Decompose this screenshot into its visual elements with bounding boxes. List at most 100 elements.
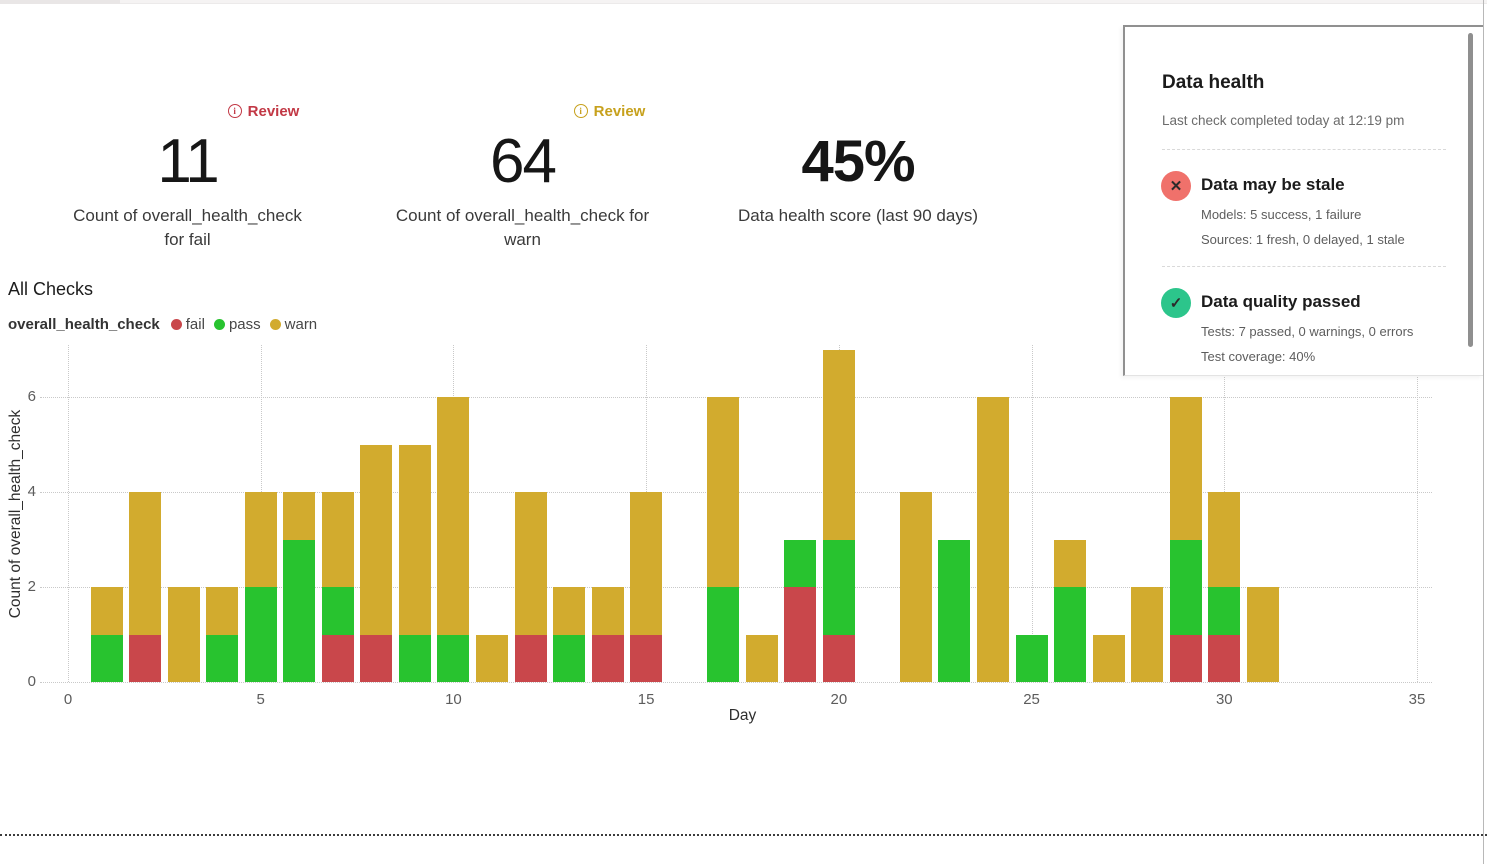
x-tick-label: 0 <box>63 691 73 708</box>
bar-segment-warn-day-2[interactable] <box>129 492 162 635</box>
x-tick-label: 35 <box>1408 691 1426 708</box>
bar-segment-pass-day-7[interactable] <box>321 587 354 635</box>
review-badge-label: Review <box>247 102 300 120</box>
panel-section-detail: Tests: 7 passed, 0 warnings, 0 errors <box>1201 324 1414 339</box>
bar-segment-warn-day-4[interactable] <box>206 587 239 635</box>
review-badge-warn[interactable]: i Review <box>462 101 757 121</box>
x-axis-title: Day <box>728 707 757 724</box>
bar-segment-warn-day-1[interactable] <box>90 587 123 635</box>
bar-segment-fail-day-30[interactable] <box>1208 634 1241 682</box>
panel-scrollbar-thumb[interactable] <box>1468 33 1473 347</box>
bar-segment-pass-day-6[interactable] <box>283 539 316 682</box>
bar-segment-warn-day-6[interactable] <box>283 492 316 540</box>
gridline-vertical <box>1031 345 1033 682</box>
gridline-vertical <box>68 345 69 682</box>
bar-segment-fail-day-7[interactable] <box>321 634 354 682</box>
bar-segment-pass-day-5[interactable] <box>244 587 277 682</box>
bar-segment-warn-day-10[interactable] <box>437 397 470 635</box>
bar-segment-pass-day-23[interactable] <box>938 539 971 682</box>
gridline-vertical <box>1417 345 1418 682</box>
y-tick-label: 4 <box>27 483 36 500</box>
bar-segment-warn-day-8[interactable] <box>360 444 393 635</box>
bar-segment-warn-day-27[interactable] <box>1092 634 1125 682</box>
bar-segment-warn-day-24[interactable] <box>977 397 1010 682</box>
bar-segment-pass-day-30[interactable] <box>1208 587 1241 635</box>
check-circle-icon: ✓ <box>1161 288 1191 318</box>
x-tick-label: 15 <box>637 691 655 708</box>
window-right-border <box>1483 0 1484 864</box>
x-tick-label: 25 <box>1023 691 1040 708</box>
metric-fail-count: i Review 11 Count of overall_health_chec… <box>40 101 335 252</box>
bar-segment-warn-day-13[interactable] <box>553 587 586 635</box>
bar-segment-fail-day-2[interactable] <box>129 634 162 682</box>
bar-segment-warn-day-14[interactable] <box>591 587 624 635</box>
bar-segment-warn-day-15[interactable] <box>630 492 663 635</box>
info-icon: i <box>573 104 588 118</box>
bar-segment-pass-day-29[interactable] <box>1169 539 1202 635</box>
fail-color-dot-icon <box>170 319 182 330</box>
bar-segment-pass-day-25[interactable] <box>1015 634 1048 682</box>
bar-segment-warn-day-29[interactable] <box>1169 397 1202 540</box>
bar-segment-fail-day-8[interactable] <box>360 634 393 682</box>
legend-series-name: overall_health_check <box>8 316 160 333</box>
y-tick-label: 2 <box>27 578 36 595</box>
bar-segment-pass-day-1[interactable] <box>90 634 123 682</box>
pass-color-dot-icon <box>213 319 225 330</box>
bar-segment-fail-day-19[interactable] <box>784 587 817 682</box>
bar-segment-pass-day-19[interactable] <box>784 539 817 587</box>
panel-section-title: Data quality passed <box>1201 292 1361 311</box>
bar-segment-warn-day-11[interactable] <box>475 634 508 682</box>
info-icon: i <box>227 104 242 118</box>
panel-section-detail: Test coverage: 40% <box>1201 349 1316 364</box>
bar-segment-fail-day-15[interactable] <box>630 634 663 682</box>
legend-item-fail[interactable]: fail <box>170 316 205 333</box>
bar-segment-warn-day-3[interactable] <box>167 587 200 682</box>
bar-segment-warn-day-22[interactable] <box>899 492 932 682</box>
bar-segment-warn-day-26[interactable] <box>1054 539 1087 587</box>
chart-legend: overall_health_check fail pass warn <box>8 316 317 333</box>
x-tick-label: 20 <box>830 691 848 708</box>
legend-item-pass[interactable]: pass <box>213 316 261 333</box>
bar-segment-fail-day-29[interactable] <box>1169 634 1202 682</box>
bar-segment-pass-day-20[interactable] <box>822 539 855 635</box>
legend-item-warn[interactable]: warn <box>269 316 317 333</box>
stacked-bar-chart: Day Count of overall_health_check 0 5 10 15… <box>0 345 1487 724</box>
bar-segment-warn-day-28[interactable] <box>1131 587 1164 682</box>
warn-color-dot-icon <box>269 319 281 330</box>
chart-title: All Checks <box>8 279 94 299</box>
bar-segment-warn-day-20[interactable] <box>822 349 855 540</box>
bar-segment-pass-day-10[interactable] <box>437 634 470 682</box>
bar-segment-pass-day-13[interactable] <box>553 634 586 682</box>
bar-segment-warn-day-17[interactable] <box>707 397 740 587</box>
bar-segment-fail-day-12[interactable] <box>514 634 547 682</box>
bar-segment-warn-day-18[interactable] <box>745 634 778 682</box>
x-circle-icon: ✕ <box>1161 171 1191 201</box>
bar-segment-fail-day-14[interactable] <box>591 634 624 682</box>
panel-section-title: Data may be stale <box>1201 175 1345 194</box>
review-badge-label: Review <box>593 102 646 120</box>
review-badge-fail[interactable]: i Review <box>116 101 411 121</box>
x-tick-label: 30 <box>1215 691 1233 708</box>
bar-segment-warn-day-9[interactable] <box>398 444 431 635</box>
y-tick-label: 6 <box>27 388 36 405</box>
bar-segment-pass-day-9[interactable] <box>398 634 431 682</box>
bar-segment-pass-day-4[interactable] <box>206 634 239 682</box>
metric-value: 11 <box>157 127 219 196</box>
metric-value: 64 <box>490 127 557 196</box>
bar-segment-warn-day-7[interactable] <box>321 492 354 587</box>
bar-segment-pass-day-17[interactable] <box>707 587 740 682</box>
panel-section-detail: Models: 5 success, 1 failure <box>1201 207 1362 222</box>
metric-warn-count: i Review 64 Count of overall_health_chec… <box>375 101 670 252</box>
gridline-horizontal <box>40 682 1432 683</box>
metric-label: Data health score (last 90 days) <box>737 206 978 225</box>
y-tick-label: 0 <box>27 673 36 690</box>
bar-segment-warn-day-12[interactable] <box>514 492 547 635</box>
bar-segment-warn-day-30[interactable] <box>1208 492 1241 587</box>
bar-segment-fail-day-20[interactable] <box>822 634 855 682</box>
bar-segment-warn-day-5[interactable] <box>244 492 277 587</box>
panel-divider <box>1162 149 1446 150</box>
panel-title: Data health <box>1162 72 1265 93</box>
bar-segment-pass-day-26[interactable] <box>1054 587 1087 682</box>
bar-segment-warn-day-31[interactable] <box>1246 587 1279 682</box>
window-top-edge <box>0 0 1487 4</box>
